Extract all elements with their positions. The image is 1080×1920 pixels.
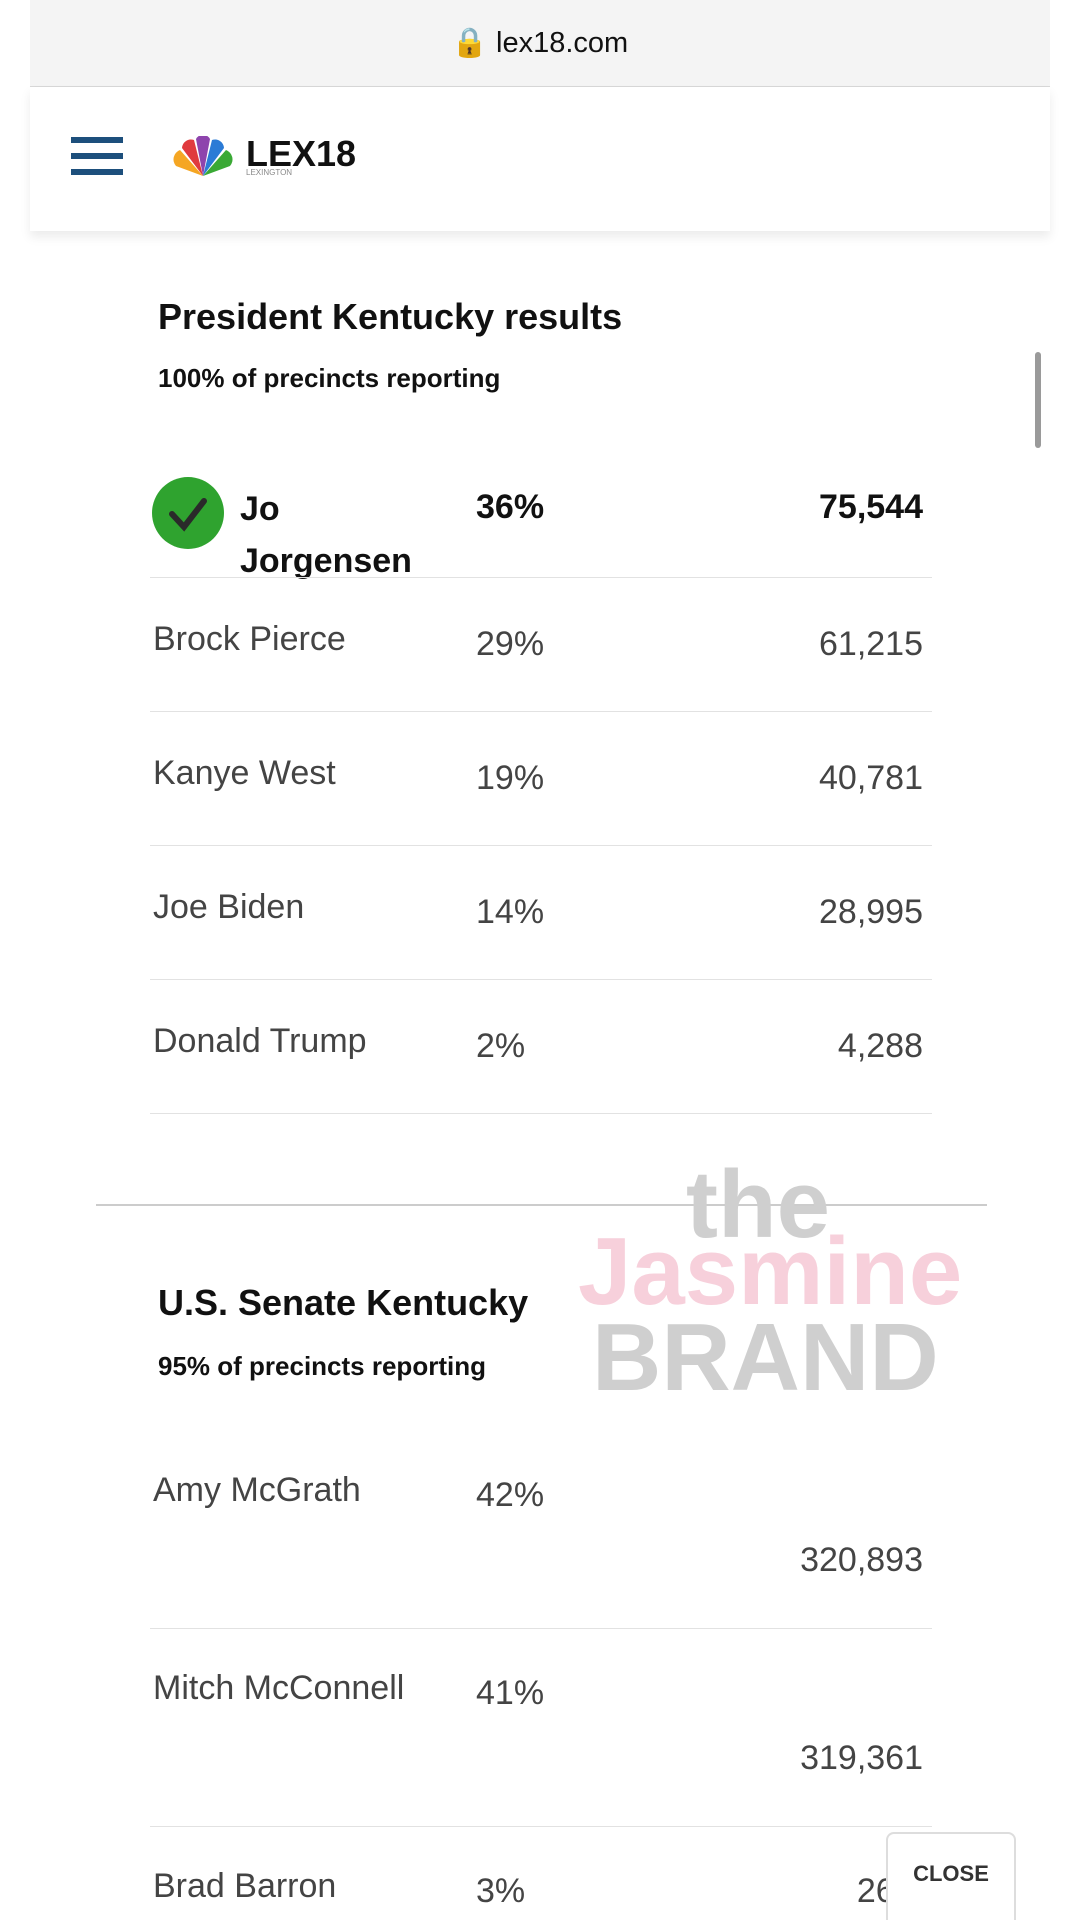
candidate-percent: 42% [476,1476,545,1514]
scrollbar [1035,352,1041,448]
logo-sub: LEXINGTON [246,168,293,177]
watermark: Jasmine [578,1218,963,1325]
menu-icon[interactable] [71,137,123,143]
divider [96,1204,987,1206]
row-rule [150,1113,932,1114]
candidate-name: Brock Pierce [153,620,346,658]
candidate-votes: 61,215 [819,625,923,663]
browser-bar [30,0,1050,87]
candidate-percent: 29% [476,625,545,663]
candidate-votes: 320,893 [800,1541,923,1579]
logo[interactable]: LEX18 [246,133,357,174]
winner-check [152,477,224,549]
candidate-votes: 40,781 [819,759,923,797]
divider-wrap [0,1204,1080,1206]
row-rule [150,979,932,980]
row-rule [150,845,932,846]
row-rule [150,711,932,712]
row-rule [150,577,932,578]
candidate-name: Mitch McConnell [153,1669,405,1707]
candidate-name: Donald Trump [153,1022,367,1060]
url-text[interactable]: lex18.com [496,27,629,59]
section-subtitle: 95% of precincts reporting [158,1351,486,1381]
candidate-name: Joe Biden [153,888,305,926]
candidate-votes: 28,995 [819,893,923,931]
candidate-percent: 19% [476,759,545,797]
section-title: President Kentucky results [158,296,623,337]
candidate-percent: 2% [476,1027,526,1065]
section-title: U.S. Senate Kentucky [158,1282,529,1323]
menu-icon[interactable] [71,169,123,175]
candidate-name: Kanye West [153,754,336,792]
candidate-name: Jo Jorgensen [240,490,412,580]
candidate-percent: 14% [476,893,545,931]
url[interactable]: 🔒 lex18.com [451,27,629,59]
row-rule [150,1628,932,1629]
row-rule [150,1826,932,1827]
section-subtitle: 100% of precincts reporting [158,363,501,393]
candidate-votes: 4,288 [837,1027,923,1065]
watermark: BRAND [592,1304,939,1411]
candidate-percent: 36% [476,488,545,526]
candidate-percent: 41% [476,1674,545,1712]
menu-icon[interactable] [71,153,123,159]
candidate-percent: 3% [476,1872,526,1910]
candidate-votes: 319,361 [800,1739,923,1777]
close-button[interactable]: CLOSE [886,1832,1016,1920]
watermark: the [686,1151,830,1258]
candidate-name: Brad Barron [153,1867,337,1905]
peacock-logo [173,136,233,176]
candidate-votes: 75,544 [819,488,923,526]
candidate-name: Amy McGrath [153,1471,361,1509]
